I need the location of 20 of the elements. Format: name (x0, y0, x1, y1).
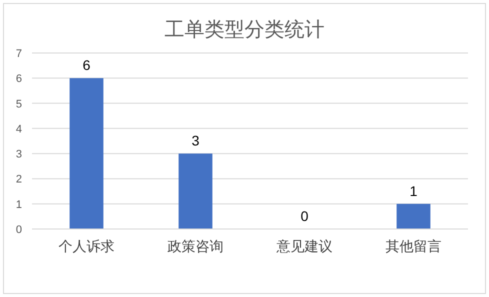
bar (70, 78, 104, 229)
data-label: 3 (192, 132, 200, 149)
bar (178, 154, 212, 229)
y-tick-label: 1 (16, 198, 22, 211)
x-tick-label: 政策咨询 (168, 238, 224, 254)
x-tick-label: 意见建议 (276, 238, 332, 254)
y-tick-label: 2 (16, 174, 22, 186)
x-tick-label: 个人诉求 (58, 238, 114, 254)
y-tick-label: 6 (16, 73, 22, 86)
data-label: 6 (82, 57, 91, 74)
data-label: 1 (410, 182, 418, 199)
y-tick-label: 3 (16, 148, 22, 161)
y-tick-label: 0 (16, 224, 22, 236)
y-tick-label: 7 (16, 48, 22, 60)
y-tick-label: 4 (16, 123, 22, 136)
y-tick-label: 5 (16, 98, 22, 110)
x-tick-label: 其他留言 (386, 238, 442, 254)
bar (396, 204, 430, 229)
chart-title: 工单类型分类统计 (164, 19, 324, 41)
data-label: 0 (300, 208, 309, 224)
